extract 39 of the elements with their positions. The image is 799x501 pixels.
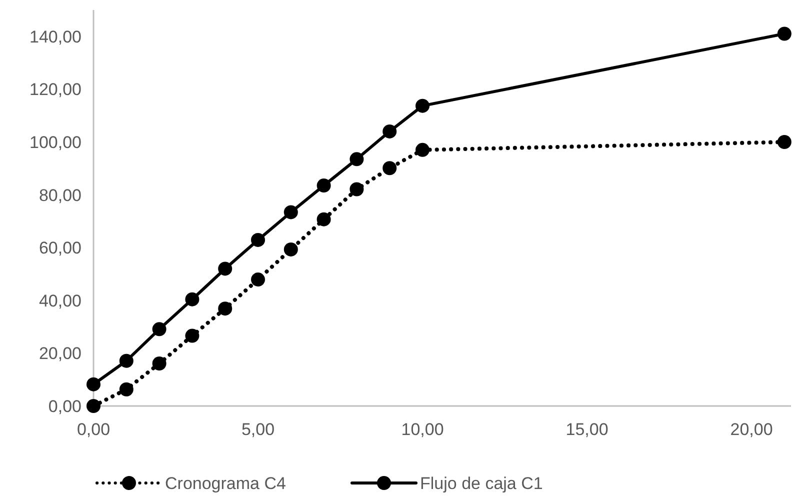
y-tick-label: 20,00 <box>38 344 82 364</box>
legend-label: Cronograma C4 <box>165 474 286 493</box>
x-tick-label: 0,00 <box>76 420 110 439</box>
point <box>86 377 100 392</box>
point <box>251 272 266 287</box>
point <box>152 356 166 370</box>
point <box>777 26 792 41</box>
point <box>316 212 331 226</box>
point <box>86 399 100 413</box>
point <box>382 124 397 138</box>
point <box>416 142 430 157</box>
point <box>284 242 298 256</box>
point <box>777 135 792 149</box>
point <box>316 178 331 193</box>
x-tick-label: 15,00 <box>566 420 608 439</box>
point <box>350 182 364 196</box>
point <box>152 322 166 336</box>
y-tick-label: 120,00 <box>30 80 82 100</box>
legend-label: Flujo de caja C1 <box>420 474 543 493</box>
y-tick-label: 80,00 <box>38 186 82 205</box>
y-tick-label: 60,00 <box>38 238 82 258</box>
point <box>350 152 364 166</box>
x-tick-label: 10,00 <box>401 420 444 439</box>
point <box>416 98 430 113</box>
y-tick-label: 100,00 <box>30 132 82 152</box>
point <box>185 292 200 306</box>
y-tick-label: 40,00 <box>38 291 82 310</box>
x-tick-label: 20,00 <box>730 420 773 439</box>
point <box>251 232 266 247</box>
point <box>218 302 232 316</box>
y-tick-label: 140,00 <box>30 27 82 46</box>
point <box>185 328 200 343</box>
point <box>119 354 134 368</box>
x-tick-label: 5,00 <box>241 420 275 439</box>
y-tick-label: 0,00 <box>48 396 82 416</box>
point <box>284 205 298 220</box>
point <box>218 262 232 276</box>
point <box>382 161 397 176</box>
point <box>119 382 134 396</box>
